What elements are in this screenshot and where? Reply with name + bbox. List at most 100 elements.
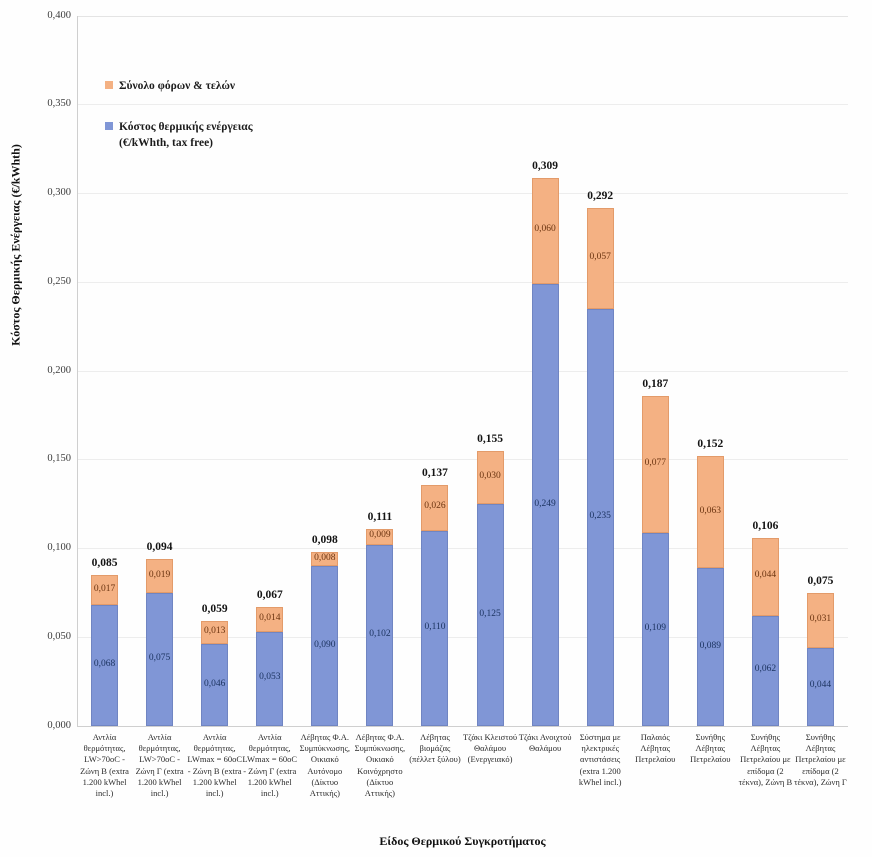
y-tick-label: 0,350 [47,98,71,110]
bar-segment-energy-cost [586,308,614,726]
bar-segment-energy-cost [311,566,339,726]
y-tick-label: 0,100 [47,542,71,553]
bar-segment-energy-cost [751,615,779,726]
y-gridline [77,104,848,106]
bar-segment-value-label: 0,046 [203,678,226,689]
bar-segment-value-label: 0,053 [259,672,281,683]
category-label: Λέβητας Φ.Α. Συμπύκνωσης, Οικιακό Αυτόνο… [299,732,351,799]
bar-total-label: 0,094 [146,541,173,554]
bar-segment-value-label: 0,017 [93,583,116,594]
x-axis-title: Είδος Θερμικού Συγκροτήματος [379,834,546,848]
bar-total-label: 0,075 [807,574,834,587]
bar-segment-value-label: 0,102 [369,628,391,639]
bar-segment-energy-cost [641,532,669,726]
bar-total-label: 0,085 [91,557,118,570]
y-gridline [77,459,848,461]
legend-item: Κόστος θερμικής ενέργειας (€/kWhth, tax … [105,119,253,152]
y-tick-label: 0,000 [47,719,71,731]
bar-segment-taxes [476,450,504,505]
bar-segment-value-label: 0,249 [534,498,556,509]
plot-border-top [77,15,848,17]
bar-segment-energy-cost [91,605,119,726]
bar-total-label: 0,067 [256,589,283,602]
bar-segment-energy-cost [531,284,559,726]
bar-segment-energy-cost [201,644,229,726]
x-axis-line [77,726,848,727]
bar-segment-value-label: 0,125 [479,608,501,619]
bar-segment-value-label: 0,109 [644,622,666,633]
y-gridline [77,548,848,549]
category-label: Συνήθης Λέβητας Πετρελαίου [690,732,731,765]
bar-segment-value-label: 0,031 [809,613,832,624]
y-tick-label: 0,300 [47,187,71,198]
bar-segment-value-label: 0,090 [314,639,336,650]
bar-segment-value-label: 0,110 [424,621,446,632]
legend-item: Σύνολο φόρων & τελών [105,78,253,95]
category-label: Συνήθης Λέβητας Πετρελαίου με επίδομα (2… [738,732,793,787]
category-label: Σύστημα με ηλεκτρικές αντιστάσεις (extra… [578,732,622,787]
bar-total-label: 0,292 [587,189,614,202]
bar-total-label: 0,137 [422,466,448,479]
bar-segment-energy-cost [421,530,449,726]
category-label: Αντλία θερμότητας, LW>70oC - Ζώνη Γ (ext… [135,732,184,799]
bar-segment-value-label: 0,068 [93,659,116,670]
bar-segment-value-label: 0,019 [148,569,171,580]
y-gridline [77,636,848,638]
legend-label: Σύνολο φόρων & τελών [119,80,236,92]
bar-segment-value-label: 0,044 [809,680,832,691]
bar-segment-value-label: 0,014 [259,613,281,623]
bar-segment-taxes [91,575,119,606]
y-gridline [77,370,848,372]
y-tick-label: 0,400 [47,9,71,21]
bar-segment-value-label: 0,030 [479,471,501,481]
category-label: Αντλία θερμότητας, LWmax = 60oC - Ζώνη Γ… [242,732,298,799]
bar-total-label: 0,059 [201,603,228,616]
category-label: Τζάκι Ανοιχτού Θαλάμου [518,732,572,754]
category-label: Λέβητας βιομάζας (πέλλετ ξύλου) [409,732,461,765]
bar-segment-value-label: 0,008 [314,552,336,563]
bar-segment-taxes [806,592,834,648]
legend-swatch-energy-cost-icon [105,121,113,130]
legend-label: Κόστος θερμικής ενέργειας (€/kWhth, tax … [119,120,253,150]
bar-segment-value-label: 0,235 [589,510,611,521]
bar-segment-taxes [586,207,614,309]
bar-segment-taxes [146,559,174,593]
bar-segment-taxes [751,537,779,616]
bar-segment-value-label: 0,057 [589,251,611,262]
bar-segment-value-label: 0,060 [534,224,556,235]
category-label: Τζάκι Κλειστού Θαλάμου (Ενεργειακό) [462,732,518,765]
bar-segment-value-label: 0,013 [203,626,226,637]
y-axis-title: Κόστος Θερμικής Ενέργειας (€/kWhth) [8,144,23,346]
bar-segment-taxes [311,552,339,567]
bar-total-label: 0,152 [697,438,724,451]
bar-total-label: 0,155 [477,432,503,445]
bar-segment-taxes [421,484,449,531]
bar-segment-energy-cost [806,647,834,726]
y-tick-label: 0,050 [47,630,71,642]
bar-segment-taxes [201,621,229,645]
bar-segment-energy-cost [696,568,724,726]
legend-swatch-taxes-icon [105,81,113,89]
bar-segment-taxes [641,395,669,533]
bar-total-label: 0,106 [752,519,779,532]
category-label: Παλαιός Λέβητας Πετρελαίου [635,732,676,765]
bar-total-label: 0,098 [311,534,338,547]
bar-segment-energy-cost [476,504,504,726]
category-label: Λέβητας Φ.Α. Συμπύκνωσης, Οικιακό Κοινόχ… [354,732,406,799]
category-label: Αντλία θερμότητας, LWmax = 60oC - Ζώνη Β… [187,732,243,799]
y-tick-label: 0,150 [47,453,71,465]
bar-segment-value-label: 0,075 [148,652,171,663]
bar-segment-taxes [256,607,284,632]
y-tick-label: 0,200 [47,364,71,376]
bar-segment-taxes [531,177,559,285]
category-label: Συνήθης Λέβητας Πετρελαίου με επίδομα (2… [794,732,847,787]
bar-segment-taxes [366,528,394,545]
bar-segment-value-label: 0,026 [424,501,446,512]
bar-segment-value-label: 0,063 [699,505,721,516]
category-label: Αντλία θερμότητας, LW>70oC - Ζώνη Β (ext… [80,732,129,799]
bar-total-label: 0,111 [367,510,393,523]
bar-segment-energy-cost [146,592,174,726]
y-gridline [77,281,848,283]
bar-segment-value-label: 0,009 [369,530,391,541]
